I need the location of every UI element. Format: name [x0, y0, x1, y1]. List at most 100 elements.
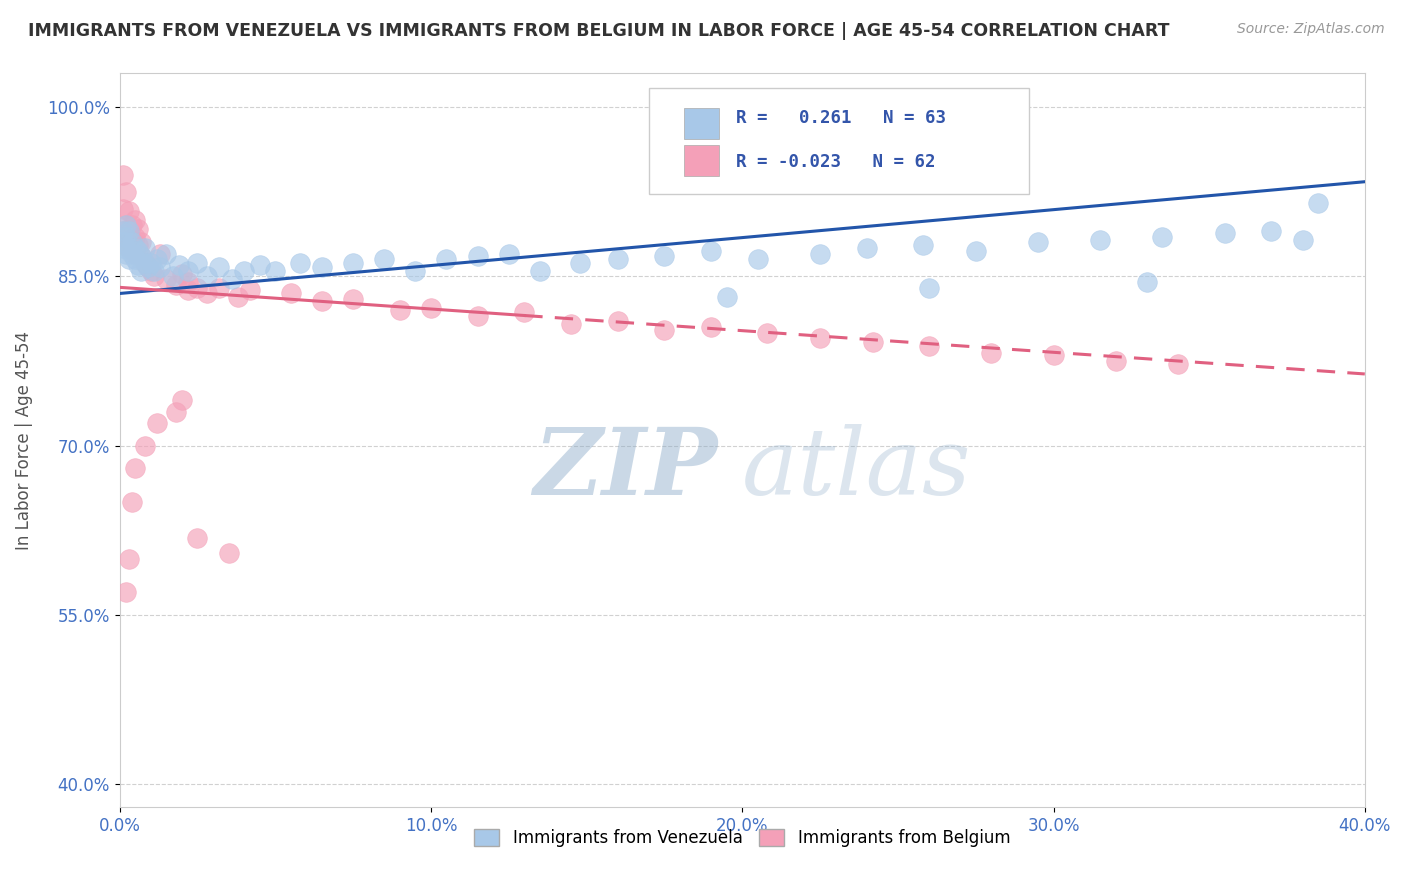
- Point: [288, 256, 311, 270]
- Point: [1090, 233, 1112, 247]
- Point: [218, 546, 240, 560]
- Point: [162, 269, 184, 284]
- Point: [167, 258, 190, 272]
- Point: [142, 269, 165, 284]
- Text: Source: ZipAtlas.com: Source: ZipAtlas.com: [1237, 22, 1385, 37]
- Point: [121, 233, 143, 247]
- Point: [654, 249, 676, 263]
- Point: [233, 263, 256, 277]
- Point: [155, 246, 177, 260]
- Point: [115, 219, 138, 233]
- Y-axis label: In Labor Force | Age 45-54: In Labor Force | Age 45-54: [15, 331, 32, 549]
- Bar: [683, 145, 718, 176]
- Point: [165, 278, 187, 293]
- Bar: [683, 108, 718, 139]
- Point: [118, 203, 141, 218]
- Point: [115, 219, 138, 233]
- Point: [118, 252, 141, 267]
- Point: [918, 280, 941, 294]
- Point: [1105, 354, 1128, 368]
- Point: [124, 229, 146, 244]
- Point: [467, 309, 489, 323]
- Point: [139, 256, 162, 270]
- Point: [118, 227, 141, 241]
- Point: [165, 405, 187, 419]
- Point: [177, 283, 200, 297]
- Point: [436, 252, 458, 267]
- Point: [195, 286, 218, 301]
- Point: [186, 280, 208, 294]
- Point: [134, 241, 156, 255]
- Point: [980, 346, 1002, 360]
- Point: [1260, 224, 1282, 238]
- Point: [808, 246, 831, 260]
- Point: [170, 393, 193, 408]
- Point: [239, 283, 262, 297]
- Text: R =   0.261   N = 63: R = 0.261 N = 63: [735, 109, 946, 127]
- Point: [1167, 357, 1189, 371]
- Point: [195, 269, 218, 284]
- Point: [131, 263, 153, 277]
- Point: [131, 235, 153, 250]
- Point: [226, 290, 249, 304]
- Point: [118, 241, 141, 255]
- Point: [700, 320, 723, 334]
- Point: [606, 314, 628, 328]
- Point: [186, 256, 208, 270]
- Point: [1026, 235, 1049, 250]
- Point: [115, 185, 138, 199]
- Point: [654, 323, 676, 337]
- Point: [1152, 229, 1174, 244]
- Point: [111, 224, 134, 238]
- Point: [121, 246, 143, 260]
- Point: [124, 241, 146, 255]
- Text: IMMIGRANTS FROM VENEZUELA VS IMMIGRANTS FROM BELGIUM IN LABOR FORCE | AGE 45-54 : IMMIGRANTS FROM VENEZUELA VS IMMIGRANTS …: [28, 22, 1170, 40]
- Point: [134, 439, 156, 453]
- Point: [142, 263, 165, 277]
- Point: [115, 229, 138, 244]
- Point: [208, 280, 231, 294]
- Point: [149, 246, 172, 260]
- Point: [467, 249, 489, 263]
- Point: [855, 241, 877, 255]
- Point: [136, 260, 159, 275]
- Point: [134, 256, 156, 270]
- Point: [111, 235, 134, 250]
- Point: [186, 531, 208, 545]
- Point: [121, 235, 143, 250]
- Point: [264, 263, 287, 277]
- Point: [127, 258, 149, 272]
- Point: [1291, 233, 1313, 247]
- Point: [965, 244, 987, 259]
- Point: [1042, 348, 1064, 362]
- Point: [177, 275, 200, 289]
- Point: [388, 303, 411, 318]
- Text: R = -0.023   N = 62: R = -0.023 N = 62: [735, 153, 935, 170]
- Point: [911, 237, 934, 252]
- Point: [404, 263, 426, 277]
- Point: [170, 267, 193, 281]
- Point: [115, 246, 138, 260]
- Point: [1136, 275, 1159, 289]
- Point: [513, 305, 536, 319]
- Point: [111, 224, 134, 238]
- Point: [131, 249, 153, 263]
- Point: [569, 256, 592, 270]
- Point: [118, 224, 141, 238]
- Point: [419, 301, 441, 315]
- Point: [808, 331, 831, 345]
- Point: [221, 271, 243, 285]
- Point: [124, 252, 146, 267]
- Point: [121, 495, 143, 509]
- Text: atlas: atlas: [742, 425, 972, 515]
- Point: [139, 263, 162, 277]
- Point: [280, 286, 302, 301]
- Point: [121, 219, 143, 233]
- Point: [373, 252, 395, 267]
- Point: [111, 168, 134, 182]
- Point: [124, 246, 146, 260]
- Point: [127, 222, 149, 236]
- Legend: Immigrants from Venezuela, Immigrants from Belgium: Immigrants from Venezuela, Immigrants fr…: [468, 822, 1017, 854]
- Point: [716, 290, 738, 304]
- Point: [918, 339, 941, 353]
